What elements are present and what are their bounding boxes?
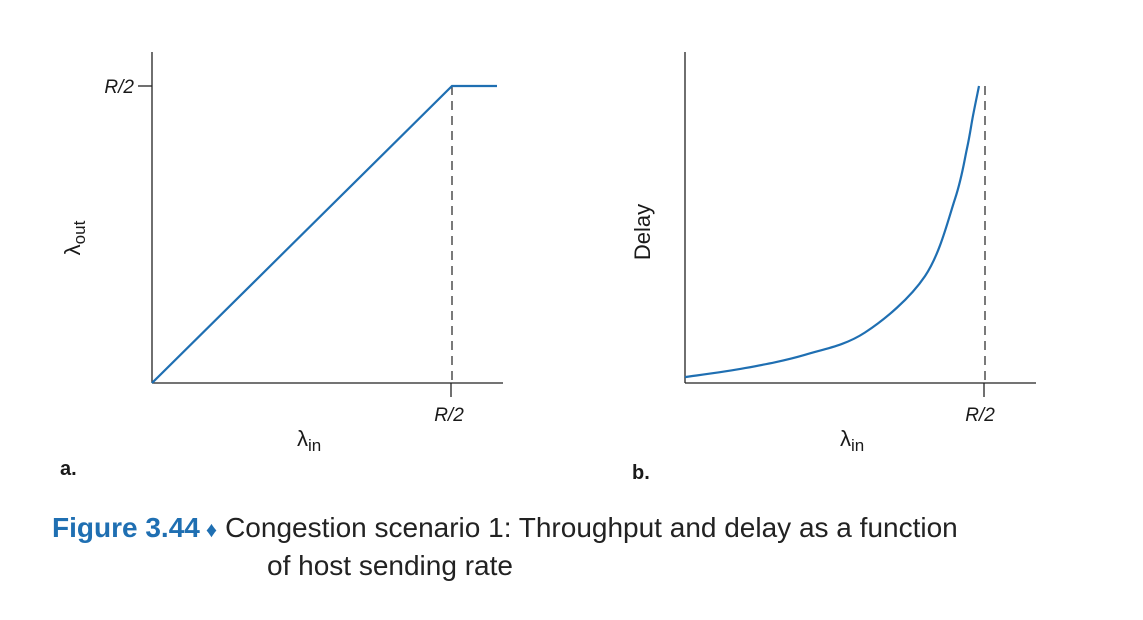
panel-a-x-tick-label: R/2 xyxy=(434,405,464,426)
panel-b-label: b. xyxy=(632,462,650,484)
panel-a-y-axis-label-sub: out xyxy=(70,220,89,244)
caption-line-1: Figure 3.44 ♦ Congestion scenario 1: Throu… xyxy=(52,510,1102,548)
panel-a-series-line xyxy=(151,84,497,384)
caption-text-line-1: Congestion scenario 1: Throughput and de… xyxy=(225,512,958,543)
panel-a-x-axis-label: λin xyxy=(297,426,321,455)
panel-a-x-axis-label-base: λ xyxy=(297,426,308,451)
caption-line-2: of host sending rate xyxy=(52,548,1102,584)
panel-b: R/2 λin Delay b. xyxy=(630,52,1036,484)
panel-b-y-axis-label: Delay xyxy=(630,204,655,260)
figure-caption: Figure 3.44 ♦ Congestion scenario 1: Throu… xyxy=(52,510,1102,584)
panel-a-x-axis-label-sub: in xyxy=(308,436,321,455)
panel-b-x-axis-label: λin xyxy=(840,426,864,455)
caption-text-line-2: of host sending rate xyxy=(267,550,513,581)
diamond-icon: ♦ xyxy=(205,517,218,542)
panel-b-x-tick-label: R/2 xyxy=(965,405,995,426)
panel-a: R/2 R/2 λin λout a. xyxy=(60,52,503,480)
panel-a-label: a. xyxy=(60,458,77,480)
panel-a-y-tick-label: R/2 xyxy=(104,77,134,98)
panel-a-y-axis-label-base: λ xyxy=(60,244,85,255)
panel-a-y-axis-label: λout xyxy=(60,220,89,255)
panel-b-x-axis-label-base: λ xyxy=(840,426,851,451)
figure-number: Figure 3.44 xyxy=(52,512,200,543)
panel-b-x-axis-label-sub: in xyxy=(851,436,864,455)
panel-b-series-line xyxy=(684,85,981,379)
